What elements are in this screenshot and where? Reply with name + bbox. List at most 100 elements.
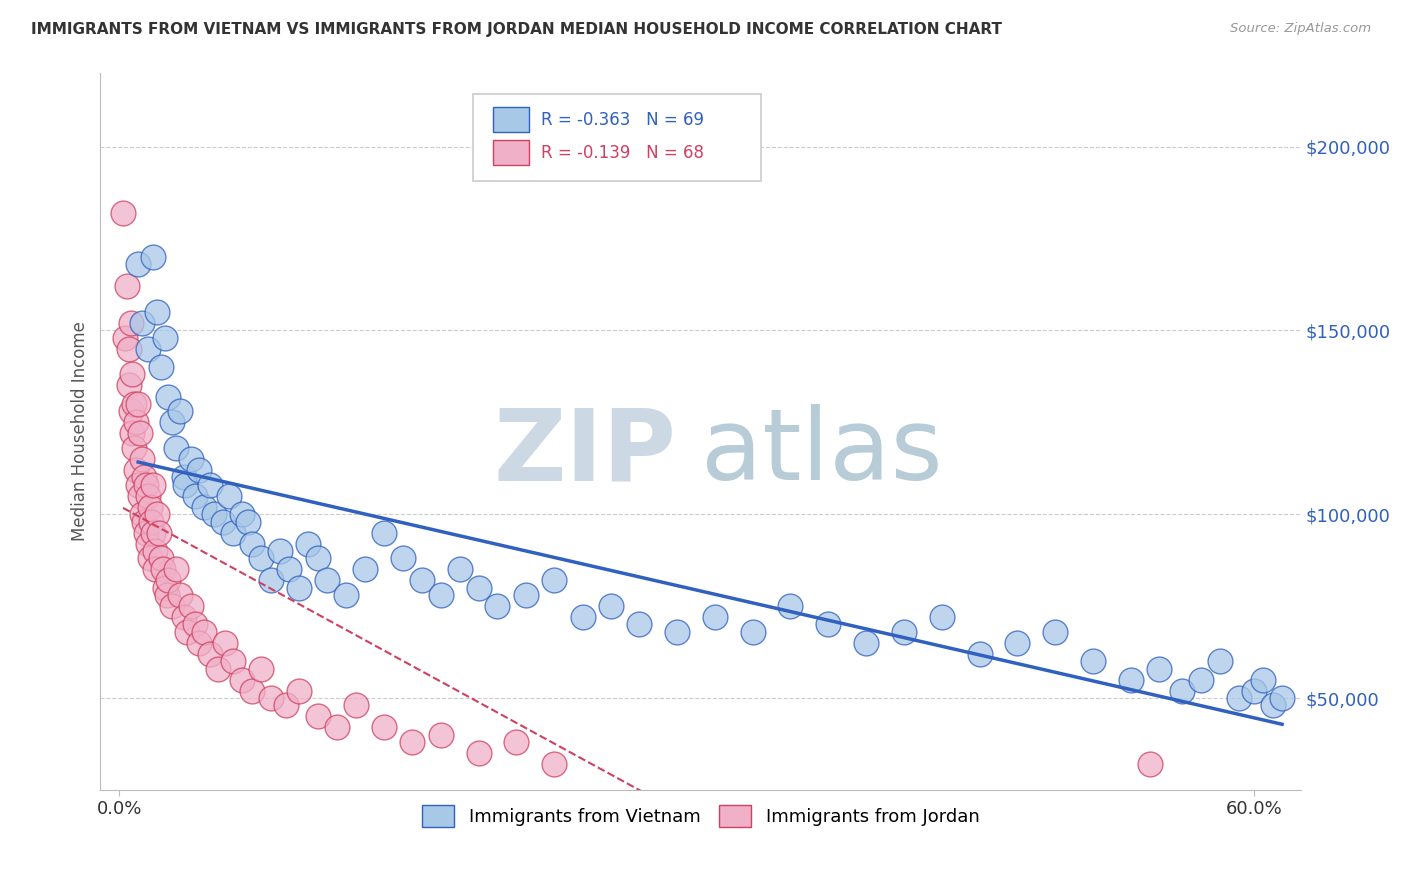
Point <box>240 536 263 550</box>
Point <box>121 368 143 382</box>
Point <box>131 507 153 521</box>
Point <box>165 562 187 576</box>
Point <box>180 599 202 613</box>
Text: Source: ZipAtlas.com: Source: ZipAtlas.com <box>1230 22 1371 36</box>
Text: atlas: atlas <box>700 404 942 501</box>
Point <box>703 610 725 624</box>
Point <box>169 404 191 418</box>
Point <box>316 574 339 588</box>
Text: R = -0.139   N = 68: R = -0.139 N = 68 <box>541 144 704 161</box>
Point <box>250 551 273 566</box>
Point <box>1171 683 1194 698</box>
Point <box>198 477 221 491</box>
Point <box>373 525 395 540</box>
Point <box>143 562 166 576</box>
Point <box>146 507 169 521</box>
Point <box>132 470 155 484</box>
Point <box>236 515 259 529</box>
Point <box>335 588 357 602</box>
Point <box>132 515 155 529</box>
Point <box>131 316 153 330</box>
Point <box>184 489 207 503</box>
Point <box>207 662 229 676</box>
Point <box>543 757 565 772</box>
Point <box>173 470 195 484</box>
Point <box>157 390 180 404</box>
Point <box>121 426 143 441</box>
Bar <box>494 107 529 133</box>
Point <box>741 624 763 639</box>
Point <box>136 342 159 356</box>
Point <box>571 610 593 624</box>
Point <box>1251 673 1274 687</box>
Point <box>1045 624 1067 639</box>
Point <box>174 477 197 491</box>
Point <box>198 647 221 661</box>
Point <box>160 599 183 613</box>
Point <box>666 624 689 639</box>
Point <box>779 599 801 613</box>
Point <box>120 404 142 418</box>
Point <box>259 574 281 588</box>
Point <box>222 525 245 540</box>
Point <box>307 709 329 723</box>
Point <box>127 257 149 271</box>
Point <box>214 636 236 650</box>
Point <box>269 544 291 558</box>
Point <box>152 562 174 576</box>
Point <box>114 331 136 345</box>
Point <box>218 489 240 503</box>
Point <box>325 720 347 734</box>
Point <box>401 735 423 749</box>
Point <box>138 551 160 566</box>
Point <box>160 415 183 429</box>
Point <box>467 581 489 595</box>
Point <box>240 683 263 698</box>
Point <box>173 610 195 624</box>
Point <box>259 691 281 706</box>
Point <box>138 500 160 514</box>
Point <box>193 500 215 514</box>
Point <box>1081 654 1104 668</box>
Point <box>125 463 148 477</box>
Point <box>118 378 141 392</box>
Point <box>1189 673 1212 687</box>
Point <box>142 525 165 540</box>
Point <box>169 588 191 602</box>
Point <box>429 588 451 602</box>
Point <box>187 463 209 477</box>
Point <box>543 574 565 588</box>
Point <box>969 647 991 661</box>
Point <box>176 624 198 639</box>
Point <box>149 360 172 375</box>
Point <box>855 636 877 650</box>
Bar <box>494 140 529 165</box>
Point <box>297 536 319 550</box>
Point <box>278 562 301 576</box>
Point <box>354 562 377 576</box>
Point <box>893 624 915 639</box>
Point <box>1243 683 1265 698</box>
Point <box>180 452 202 467</box>
Point <box>142 477 165 491</box>
Point <box>112 205 135 219</box>
Point <box>1261 698 1284 713</box>
Point <box>142 250 165 264</box>
Point <box>817 617 839 632</box>
Point <box>231 507 253 521</box>
Point <box>1007 636 1029 650</box>
Point <box>274 698 297 713</box>
Point <box>1271 691 1294 706</box>
Point <box>515 588 537 602</box>
Point <box>628 617 651 632</box>
Point <box>184 617 207 632</box>
Point <box>505 735 527 749</box>
Point <box>136 536 159 550</box>
FancyBboxPatch shape <box>472 95 761 180</box>
Point <box>250 662 273 676</box>
Point <box>141 515 163 529</box>
Point <box>288 581 311 595</box>
Point <box>115 279 138 293</box>
Point <box>135 477 157 491</box>
Point <box>127 397 149 411</box>
